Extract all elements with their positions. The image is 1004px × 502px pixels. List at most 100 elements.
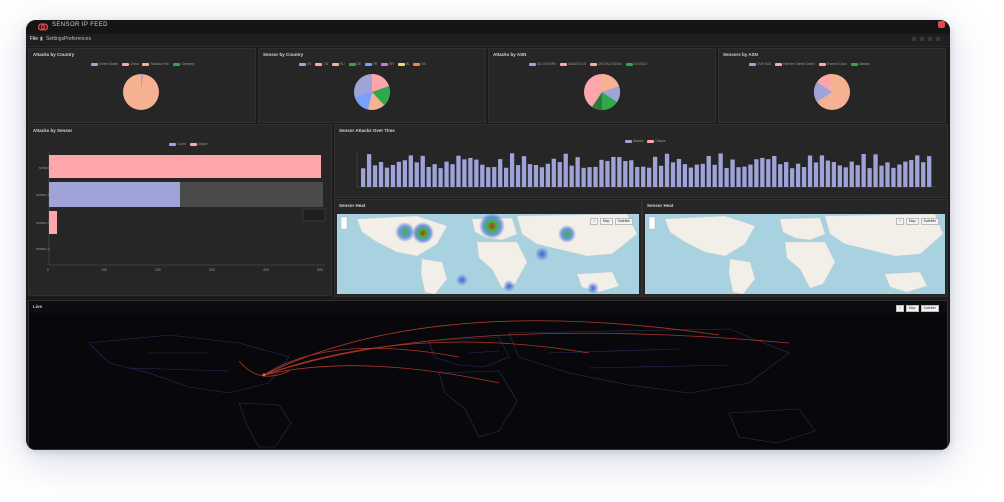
timeline-bar[interactable] <box>402 160 407 187</box>
timeline-bar[interactable] <box>486 167 491 187</box>
timeline-bar[interactable] <box>772 155 777 187</box>
timeline-bar[interactable] <box>706 155 711 187</box>
close-button[interactable] <box>938 21 945 28</box>
pie-slice[interactable] <box>355 92 372 110</box>
timeline-bar[interactable] <box>712 164 717 187</box>
timeline-bar[interactable] <box>450 164 455 187</box>
timeline-bar[interactable] <box>408 155 413 187</box>
satellite-button[interactable]: Satellite <box>920 305 939 312</box>
timeline-bar[interactable] <box>915 155 920 187</box>
pie-slice[interactable] <box>602 73 619 92</box>
legend-item[interactable]: United States <box>99 62 119 66</box>
timeline-bar[interactable] <box>849 161 854 187</box>
more-icon[interactable] <box>936 37 940 41</box>
timeline-bar[interactable] <box>539 167 545 187</box>
timeline-bar[interactable] <box>569 165 574 187</box>
satellite-button[interactable]: Satellite <box>614 218 633 225</box>
timeline-bar[interactable] <box>694 164 699 187</box>
timeline-bar[interactable] <box>676 158 682 187</box>
timeline-bar[interactable] <box>784 162 789 187</box>
timeline-bar[interactable] <box>748 164 753 187</box>
timeline-bar[interactable] <box>754 159 759 187</box>
menu-file[interactable]: File <box>30 36 39 42</box>
timeline-bar[interactable] <box>766 159 771 187</box>
timeline-bar[interactable] <box>885 162 890 187</box>
attack-world-map[interactable] <box>29 313 947 449</box>
pie-slice[interactable] <box>141 73 143 92</box>
timeline-bar[interactable] <box>795 163 801 187</box>
legend-item[interactable]: AS-CHOOPA <box>537 62 556 66</box>
legend-item[interactable]: Alibaba <box>858 62 870 66</box>
timeline-bar[interactable] <box>617 157 622 187</box>
timeline-bar[interactable] <box>372 165 378 187</box>
zoom-control[interactable] <box>648 216 656 230</box>
timeline-bar[interactable] <box>420 155 425 187</box>
timeline-bar[interactable] <box>790 168 795 187</box>
heat-spot[interactable] <box>587 282 599 294</box>
legend-item[interactable]: DE <box>356 62 362 66</box>
timeline-bar[interactable] <box>587 167 592 187</box>
layers-icon[interactable]: ▪ <box>590 218 598 225</box>
legend-item[interactable]: OVH SAS <box>757 62 772 66</box>
timeline-bar[interactable] <box>682 164 688 187</box>
timeline-bar[interactable] <box>468 157 473 187</box>
timeline-bar[interactable] <box>361 168 366 187</box>
legend-item[interactable]: BR <box>389 62 394 66</box>
timeline-bar[interactable] <box>563 153 568 187</box>
legend-item[interactable]: US <box>307 62 312 66</box>
timeline-bar[interactable] <box>801 166 807 187</box>
timeline-bar[interactable] <box>509 153 515 187</box>
timeline-bar[interactable] <box>444 161 449 187</box>
timeline-bar[interactable] <box>438 168 443 187</box>
timeline-bar[interactable] <box>700 163 705 187</box>
legend-item[interactable]: CN <box>323 62 329 66</box>
timeline-bar[interactable] <box>831 162 836 187</box>
pie-slice[interactable] <box>368 92 384 110</box>
timeline-bar[interactable] <box>873 154 878 187</box>
legend-item[interactable]: DIGITALOCEAN <box>598 62 622 66</box>
timeline-bar[interactable] <box>778 164 783 187</box>
timeline-bar[interactable] <box>521 156 527 187</box>
timeline-bar[interactable] <box>855 165 860 187</box>
timeline-bar[interactable] <box>867 168 872 187</box>
timeline-bar[interactable] <box>921 162 926 187</box>
timeline-bar[interactable] <box>599 159 604 187</box>
legend-item[interactable]: Russian Fed. <box>150 62 170 66</box>
timeline-bar[interactable] <box>724 167 729 187</box>
layers-icon[interactable]: ▪ <box>896 218 904 225</box>
timeline-bar[interactable] <box>730 159 735 187</box>
heat-spot[interactable] <box>456 274 468 286</box>
bar[interactable] <box>49 211 57 234</box>
timeline-bar[interactable] <box>474 159 479 187</box>
timeline-bar[interactable] <box>456 155 461 187</box>
timeline-bar[interactable] <box>635 166 640 187</box>
timeline-bar[interactable] <box>879 165 884 187</box>
bar[interactable] <box>49 155 321 178</box>
timeline-bar[interactable] <box>504 167 509 187</box>
legend-item[interactable]: Tencent Cloud <box>826 62 847 66</box>
legend-item[interactable]: Hetzner Online GmbH <box>783 62 815 66</box>
timeline-bar[interactable] <box>658 165 664 187</box>
timeline-bar[interactable] <box>843 167 848 187</box>
legend-item[interactable]: Unique <box>655 139 666 143</box>
timeline-bar[interactable] <box>384 167 390 187</box>
bar[interactable] <box>49 182 180 207</box>
timeline-bar[interactable] <box>545 163 550 187</box>
satellite-button[interactable]: Satellite <box>920 218 939 225</box>
timeline-bar[interactable] <box>378 162 384 187</box>
timeline-bar[interactable] <box>903 161 908 187</box>
legend-item[interactable]: Attacks <box>633 139 644 143</box>
timeline-bar[interactable] <box>575 157 580 187</box>
legend-item[interactable]: FR <box>373 62 378 66</box>
timeline-bar[interactable] <box>432 164 437 187</box>
heat-spot[interactable] <box>503 280 515 292</box>
timeline-bar[interactable] <box>807 155 813 187</box>
settings-icon[interactable] <box>928 37 932 41</box>
timeline-bar[interactable] <box>557 162 562 187</box>
timeline-bar[interactable] <box>492 167 497 187</box>
timeline-bar[interactable] <box>825 160 831 187</box>
timeline-bar[interactable] <box>861 154 866 187</box>
timeline-bar[interactable] <box>891 167 896 187</box>
zoom-control[interactable] <box>340 216 348 230</box>
timeline-bar[interactable] <box>629 160 634 187</box>
